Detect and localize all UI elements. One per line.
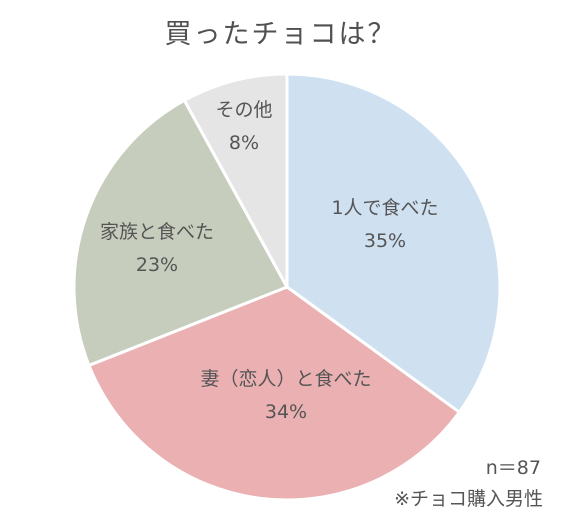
pie-slice-spouse bbox=[87, 285, 461, 502]
pie-labels: 1人で食べた 35% 妻（恋人）と食べた 34% 家族と食べた 23% その他 8% bbox=[100, 99, 439, 423]
slice-label-spouse: 妻（恋人）と食べた bbox=[200, 368, 371, 390]
slice-value-other: 8% bbox=[229, 132, 259, 154]
pie-slices bbox=[72, 72, 502, 502]
footnote: ※チョコ購入男性 bbox=[394, 488, 543, 510]
pie-slice-alone bbox=[285, 72, 502, 414]
slice-label-alone: 1人で食べた bbox=[331, 197, 438, 219]
slice-value-alone: 35% bbox=[364, 230, 406, 252]
slice-label-family: 家族と食べた bbox=[100, 221, 214, 243]
pie-slice-other bbox=[182, 72, 289, 289]
sample-size-label: n＝87 bbox=[485, 457, 541, 479]
slice-value-family: 23% bbox=[136, 254, 178, 276]
pie-slice-family bbox=[72, 98, 289, 367]
slice-label-other: その他 bbox=[215, 99, 272, 121]
slice-value-spouse: 34% bbox=[265, 401, 307, 423]
chart-title: 買ったチョコは？ bbox=[164, 19, 397, 50]
